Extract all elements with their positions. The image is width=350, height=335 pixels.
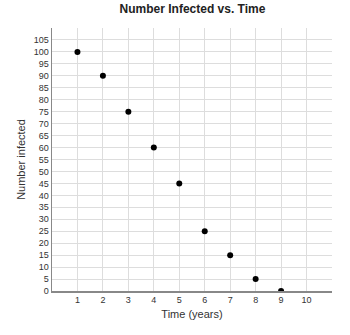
svg-text:65: 65 xyxy=(39,131,49,141)
svg-text:90: 90 xyxy=(39,71,49,81)
svg-text:2: 2 xyxy=(100,295,105,305)
svg-text:0: 0 xyxy=(44,286,49,296)
svg-text:105: 105 xyxy=(34,35,49,45)
svg-text:1: 1 xyxy=(75,295,80,305)
svg-text:60: 60 xyxy=(39,143,49,153)
svg-text:15: 15 xyxy=(39,250,49,260)
svg-text:5: 5 xyxy=(177,295,182,305)
svg-text:3: 3 xyxy=(126,295,131,305)
svg-text:40: 40 xyxy=(39,191,49,201)
svg-text:100: 100 xyxy=(34,47,49,57)
svg-text:7: 7 xyxy=(228,295,233,305)
svg-text:8: 8 xyxy=(253,295,258,305)
svg-text:45: 45 xyxy=(39,179,49,189)
svg-text:9: 9 xyxy=(279,295,284,305)
svg-text:5: 5 xyxy=(44,274,49,284)
svg-text:10: 10 xyxy=(39,262,49,272)
svg-text:Time (years): Time (years) xyxy=(161,308,222,320)
svg-text:Number infected: Number infected xyxy=(15,119,27,200)
svg-text:95: 95 xyxy=(39,59,49,69)
svg-text:Number Infected vs. Time: Number Infected vs. Time xyxy=(120,2,266,16)
svg-text:75: 75 xyxy=(39,107,49,117)
svg-text:50: 50 xyxy=(39,167,49,177)
svg-text:25: 25 xyxy=(39,226,49,236)
svg-text:6: 6 xyxy=(202,295,207,305)
svg-text:20: 20 xyxy=(39,238,49,248)
svg-text:4: 4 xyxy=(151,295,156,305)
svg-text:35: 35 xyxy=(39,202,49,212)
svg-text:70: 70 xyxy=(39,119,49,129)
svg-text:10: 10 xyxy=(302,295,312,305)
svg-text:85: 85 xyxy=(39,83,49,93)
svg-text:55: 55 xyxy=(39,155,49,165)
svg-text:80: 80 xyxy=(39,95,49,105)
svg-text:30: 30 xyxy=(39,214,49,224)
